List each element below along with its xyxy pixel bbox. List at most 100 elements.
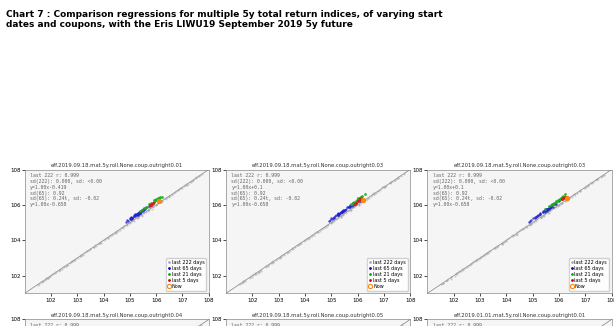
Point: [85, 246, 95, 252]
Text: last 222 r: 0.999
sd(222): 0.000, sd: <0.00
y=1.00x+0.1
sd(65): 0.92
sd(65): 0.2: last 222 r: 0.999 sd(222): 0.000, sd: <0…: [231, 173, 303, 207]
Point: [346, 201, 356, 207]
Point: [581, 184, 591, 189]
Point: [458, 267, 468, 272]
Point: [133, 212, 142, 217]
Point: [128, 218, 138, 223]
Point: [252, 270, 262, 275]
Point: [558, 200, 567, 205]
Point: [559, 196, 569, 201]
Point: [557, 195, 567, 200]
Point: [476, 254, 486, 259]
Point: [62, 263, 72, 268]
Point: [125, 220, 135, 226]
Point: [301, 237, 311, 242]
Point: [539, 212, 549, 217]
Point: [553, 198, 563, 203]
Point: [50, 269, 60, 274]
Point: [326, 215, 336, 220]
Point: [245, 275, 255, 280]
Point: [356, 200, 366, 205]
Point: [55, 267, 65, 272]
Point: [438, 280, 448, 286]
Point: [334, 212, 344, 217]
Point: [261, 263, 271, 268]
Point: [129, 213, 139, 218]
Point: [282, 249, 292, 255]
Point: [126, 218, 136, 223]
Point: [479, 253, 489, 258]
Point: [567, 194, 577, 199]
Point: [548, 202, 558, 207]
Point: [554, 202, 564, 207]
Point: [70, 257, 80, 262]
Point: [554, 196, 564, 201]
Point: [303, 235, 313, 240]
Point: [481, 251, 491, 257]
Point: [155, 200, 165, 205]
Point: [532, 214, 542, 219]
Point: [251, 271, 260, 276]
Point: [397, 322, 407, 326]
Point: [546, 202, 556, 208]
Point: [275, 255, 285, 260]
Point: [349, 201, 359, 206]
Point: [181, 182, 191, 187]
Point: [147, 202, 157, 207]
Point: [134, 209, 144, 214]
Point: [157, 199, 167, 204]
Point: [335, 210, 345, 215]
Point: [160, 196, 169, 201]
Point: [135, 210, 145, 215]
Point: [555, 196, 565, 201]
Point: [254, 269, 263, 274]
Point: [352, 196, 362, 201]
Point: [103, 235, 113, 240]
Point: [141, 210, 151, 215]
Point: [167, 192, 177, 197]
Point: [110, 230, 120, 236]
Point: [188, 177, 198, 183]
Point: [469, 259, 479, 264]
Point: [515, 229, 524, 234]
Point: [316, 227, 326, 232]
Point: [321, 223, 330, 228]
Legend: last 222 days, last 65 days, last 21 days, last 5 days, Now: last 222 days, last 65 days, last 21 day…: [367, 258, 408, 291]
Point: [357, 194, 367, 199]
Point: [385, 180, 395, 185]
Point: [76, 254, 86, 259]
Point: [240, 279, 250, 284]
Point: [143, 207, 153, 212]
Point: [476, 255, 486, 260]
Point: [37, 279, 47, 284]
Point: [194, 324, 204, 326]
Point: [553, 198, 562, 203]
Point: [137, 207, 147, 212]
Text: last 222 r: 0.999
sd(222): 0.000, sd: <0.00
y=1.00x+0.3
sd(65): 0.92
sd(65): 0.2: last 222 r: 0.999 sd(222): 0.000, sd: <0…: [433, 323, 505, 326]
Point: [540, 207, 550, 212]
Point: [330, 214, 340, 219]
Point: [69, 258, 79, 263]
Point: [497, 240, 507, 245]
Point: [544, 209, 554, 214]
Point: [591, 178, 601, 183]
Point: [527, 221, 537, 226]
Point: [551, 204, 561, 210]
Point: [94, 240, 104, 245]
Point: [147, 206, 157, 211]
Point: [556, 196, 566, 201]
Point: [134, 210, 144, 215]
Point: [135, 209, 145, 215]
Point: [347, 203, 357, 208]
Point: [333, 212, 343, 217]
Point: [283, 249, 293, 254]
Point: [530, 215, 540, 220]
Point: [482, 250, 492, 255]
Point: [438, 280, 448, 285]
Point: [324, 218, 333, 224]
Point: [337, 210, 347, 215]
Point: [357, 199, 367, 204]
Point: [521, 224, 531, 229]
Point: [472, 257, 482, 262]
Point: [65, 260, 75, 266]
Point: [150, 198, 160, 203]
